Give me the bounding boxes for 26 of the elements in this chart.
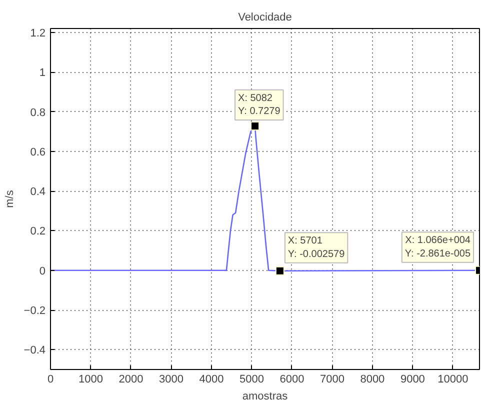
y-axis-title: m/s [4, 190, 16, 208]
y-tick-label: 0.2 [30, 226, 46, 238]
y-tick-label: 1 [39, 67, 46, 80]
x-tick-label: 6000 [280, 374, 304, 386]
x-tick-label: 3000 [158, 374, 184, 386]
y-tick-label: −0.2 [24, 305, 46, 318]
y-tick-label: 0.4 [30, 186, 46, 198]
annotation: X: 5701 Y: -0.002579 [288, 236, 346, 260]
x-tick-label: 8000 [360, 374, 385, 386]
x-tick-label: 1000 [78, 374, 103, 386]
y-tick-label: 1.2 [30, 27, 46, 40]
annotation: X: 1.066e+004 Y: -2.861e-005 [404, 235, 471, 260]
y-tick-label: 0.6 [30, 146, 46, 158]
x-tick-label: 5000 [239, 374, 264, 386]
x-tick-label: 0 [47, 374, 54, 386]
y-tick-label: 0 [39, 265, 46, 278]
chart-title: Velocidade [238, 12, 292, 24]
x-axis-title: amostras [242, 390, 288, 402]
x-tick-label: 2000 [118, 374, 144, 386]
x-tick-label: 9000 [400, 374, 425, 386]
annotation: X: 5082 Y: 0.7279 [238, 92, 281, 118]
x-tick-label: 4000 [199, 374, 224, 386]
y-tick-label: −0.4 [24, 344, 46, 357]
x-tick-label: 10000 [438, 374, 468, 386]
y-tick-label: 0.8 [30, 106, 46, 119]
x-tick-label: 7000 [320, 374, 344, 386]
